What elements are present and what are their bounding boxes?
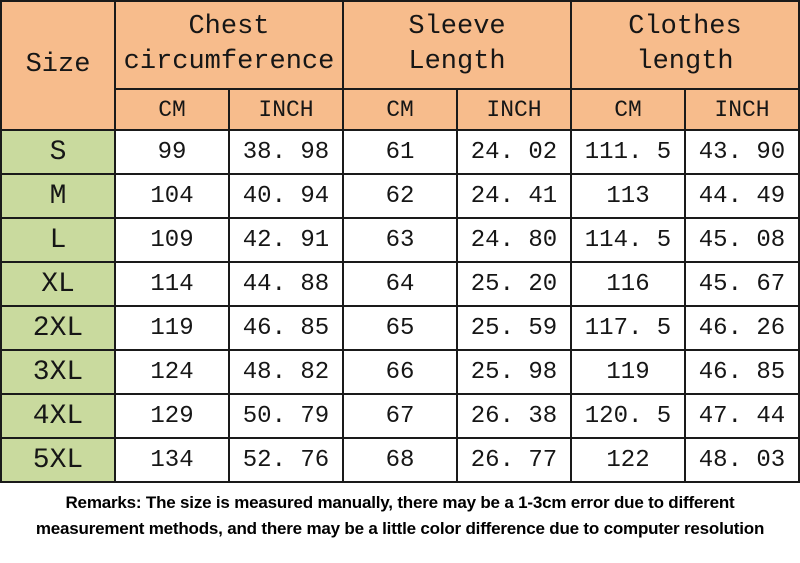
unit-header-row: CM INCH CM INCH CM INCH [1, 88, 800, 131]
remarks-line1: Remarks: The size is measured manually, … [65, 493, 735, 512]
value-cell: 26. 77 [456, 437, 572, 483]
value-cell: 52. 76 [228, 437, 344, 483]
value-cell: 46. 26 [684, 305, 800, 351]
value-cell: 68 [342, 437, 458, 483]
value-cell: 99 [114, 129, 230, 175]
group-header-row: Size Chest circumference Sleeve Length C… [0, 0, 800, 131]
value-cell: 25. 20 [456, 261, 572, 307]
value-cell: 65 [342, 305, 458, 351]
group-header-chest-line1: Chest [188, 12, 270, 42]
value-cell: 44. 49 [684, 173, 800, 219]
value-cell: 25. 59 [456, 305, 572, 351]
value-cell: 48. 82 [228, 349, 344, 395]
value-cell: 111. 5 [570, 129, 686, 175]
value-cell: 114 [114, 261, 230, 307]
size-cell: XL [0, 261, 116, 307]
group-header-sleeve-line1: Sleeve [408, 12, 506, 42]
value-cell: 109 [114, 217, 230, 263]
size-chart-page: Size Chest circumference Sleeve Length C… [0, 0, 800, 542]
unit-header-sleeve-inch: INCH [456, 88, 572, 131]
value-cell: 119 [114, 305, 230, 351]
unit-header-chest-cm: CM [114, 88, 230, 131]
unit-header-clothes-inch: INCH [684, 88, 800, 131]
size-table-body: S 99 38. 98 61 24. 02 111. 5 43. 90 M 104 40. 94 6… [0, 129, 800, 483]
size-column-header: Size [0, 0, 116, 131]
table-row: XL 114 44. 88 64 25. 20 116 45. 67 [0, 261, 800, 307]
value-cell: 129 [114, 393, 230, 439]
remarks-line2: measurement methods, and there may be a … [35, 519, 765, 538]
group-header-clothes-length: Clothes length [570, 0, 800, 90]
group-header-clothes-line2: length [636, 47, 734, 77]
table-row: S 99 38. 98 61 24. 02 111. 5 43. 90 [0, 129, 800, 175]
size-cell: L [0, 217, 116, 263]
unit-header-clothes-cm: CM [570, 88, 686, 131]
value-cell: 134 [114, 437, 230, 483]
size-cell: 4XL [0, 393, 116, 439]
value-cell: 63 [342, 217, 458, 263]
table-row: 4XL 129 50. 79 67 26. 38 120. 5 47. 44 [0, 393, 800, 439]
value-cell: 43. 90 [684, 129, 800, 175]
value-cell: 67 [342, 393, 458, 439]
value-cell: 61 [342, 129, 458, 175]
value-cell: 124 [114, 349, 230, 395]
group-header-clothes-line1: Clothes [628, 12, 742, 42]
value-cell: 113 [570, 173, 686, 219]
value-cell: 116 [570, 261, 686, 307]
group-header-sleeve-line2: Length [408, 47, 506, 77]
size-cell: 5XL [0, 437, 116, 483]
value-cell: 119 [570, 349, 686, 395]
value-cell: 38. 98 [228, 129, 344, 175]
value-cell: 64 [342, 261, 458, 307]
value-cell: 117. 5 [570, 305, 686, 351]
size-cell: 3XL [0, 349, 116, 395]
size-cell: S [0, 129, 116, 175]
value-cell: 46. 85 [684, 349, 800, 395]
value-cell: 45. 67 [684, 261, 800, 307]
value-cell: 24. 41 [456, 173, 572, 219]
value-cell: 44. 88 [228, 261, 344, 307]
value-cell: 120. 5 [570, 393, 686, 439]
size-cell: 2XL [0, 305, 116, 351]
unit-header-sleeve-cm: CM [342, 88, 458, 131]
value-cell: 24. 02 [456, 129, 572, 175]
size-cell: M [0, 173, 116, 219]
value-cell: 40. 94 [228, 173, 344, 219]
value-cell: 46. 85 [228, 305, 344, 351]
value-cell: 48. 03 [684, 437, 800, 483]
value-cell: 45. 08 [684, 217, 800, 263]
group-header-chest-circumference: Chest circumference [114, 0, 344, 90]
value-cell: 24. 80 [456, 217, 572, 263]
table-row: 3XL 124 48. 82 66 25. 98 119 46. 85 [0, 349, 800, 395]
group-header-sleeve-length: Sleeve Length [342, 0, 572, 90]
size-chart-table: Size Chest circumference Sleeve Length C… [0, 0, 800, 483]
value-cell: 47. 44 [684, 393, 800, 439]
value-cell: 26. 38 [456, 393, 572, 439]
value-cell: 114. 5 [570, 217, 686, 263]
value-cell: 62 [342, 173, 458, 219]
value-cell: 25. 98 [456, 349, 572, 395]
value-cell: 42. 91 [228, 217, 344, 263]
group-header-chest-line2: circumference [123, 47, 335, 77]
unit-header-chest-inch: INCH [228, 88, 344, 131]
table-row: 2XL 119 46. 85 65 25. 59 117. 5 46. 26 [0, 305, 800, 351]
remarks: Remarks: The size is measured manually, … [0, 490, 800, 542]
table-row: M 104 40. 94 62 24. 41 113 44. 49 [0, 173, 800, 219]
value-cell: 66 [342, 349, 458, 395]
value-cell: 122 [570, 437, 686, 483]
value-cell: 104 [114, 173, 230, 219]
table-row: L 109 42. 91 63 24. 80 114. 5 45. 08 [0, 217, 800, 263]
table-row: 5XL 134 52. 76 68 26. 77 122 48. 03 [0, 437, 800, 483]
value-cell: 50. 79 [228, 393, 344, 439]
